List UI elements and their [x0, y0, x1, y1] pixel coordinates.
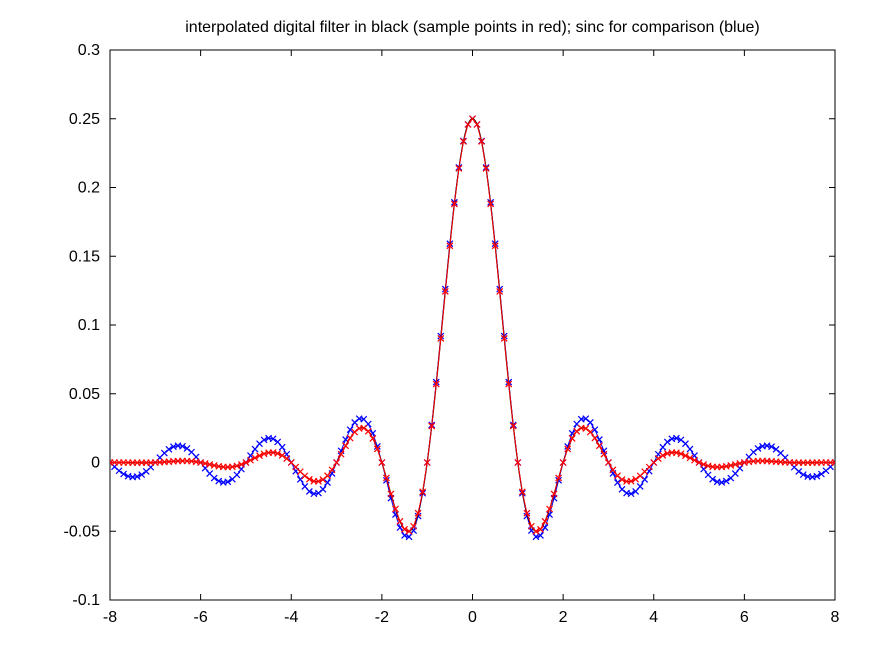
x-tick-label: 8 — [831, 609, 840, 626]
filter-chart: interpolated digital filter in black (sa… — [0, 0, 875, 654]
x-tick-label: 6 — [740, 609, 749, 626]
x-tick-label: -6 — [194, 609, 208, 626]
y-tick-label: 0.05 — [69, 386, 100, 403]
y-tick-label: 0.15 — [69, 248, 100, 265]
series-black-line — [110, 119, 835, 532]
plot-area — [107, 116, 838, 540]
x-tick-label: 4 — [649, 609, 658, 626]
y-tick-label: 0.1 — [78, 317, 100, 334]
series-blue-markers — [107, 116, 838, 540]
x-tick-label: 2 — [559, 609, 568, 626]
y-tick-label: 0.25 — [69, 111, 100, 128]
x-tick-label: -8 — [103, 609, 117, 626]
series-red-markers — [107, 116, 838, 535]
chart-title: interpolated digital filter in black (sa… — [185, 19, 759, 36]
series-red-line — [110, 119, 835, 532]
x-tick-label: -2 — [375, 609, 389, 626]
axis-box — [110, 50, 835, 600]
x-tick-label: -4 — [284, 609, 298, 626]
y-tick-label: 0.3 — [78, 42, 100, 59]
y-tick-label: -0.1 — [72, 592, 100, 609]
y-tick-label: -0.05 — [64, 523, 101, 540]
y-tick-label: 0 — [91, 455, 100, 472]
series-blue-line — [110, 119, 835, 537]
y-tick-label: 0.2 — [78, 180, 100, 197]
x-tick-label: 0 — [468, 609, 477, 626]
